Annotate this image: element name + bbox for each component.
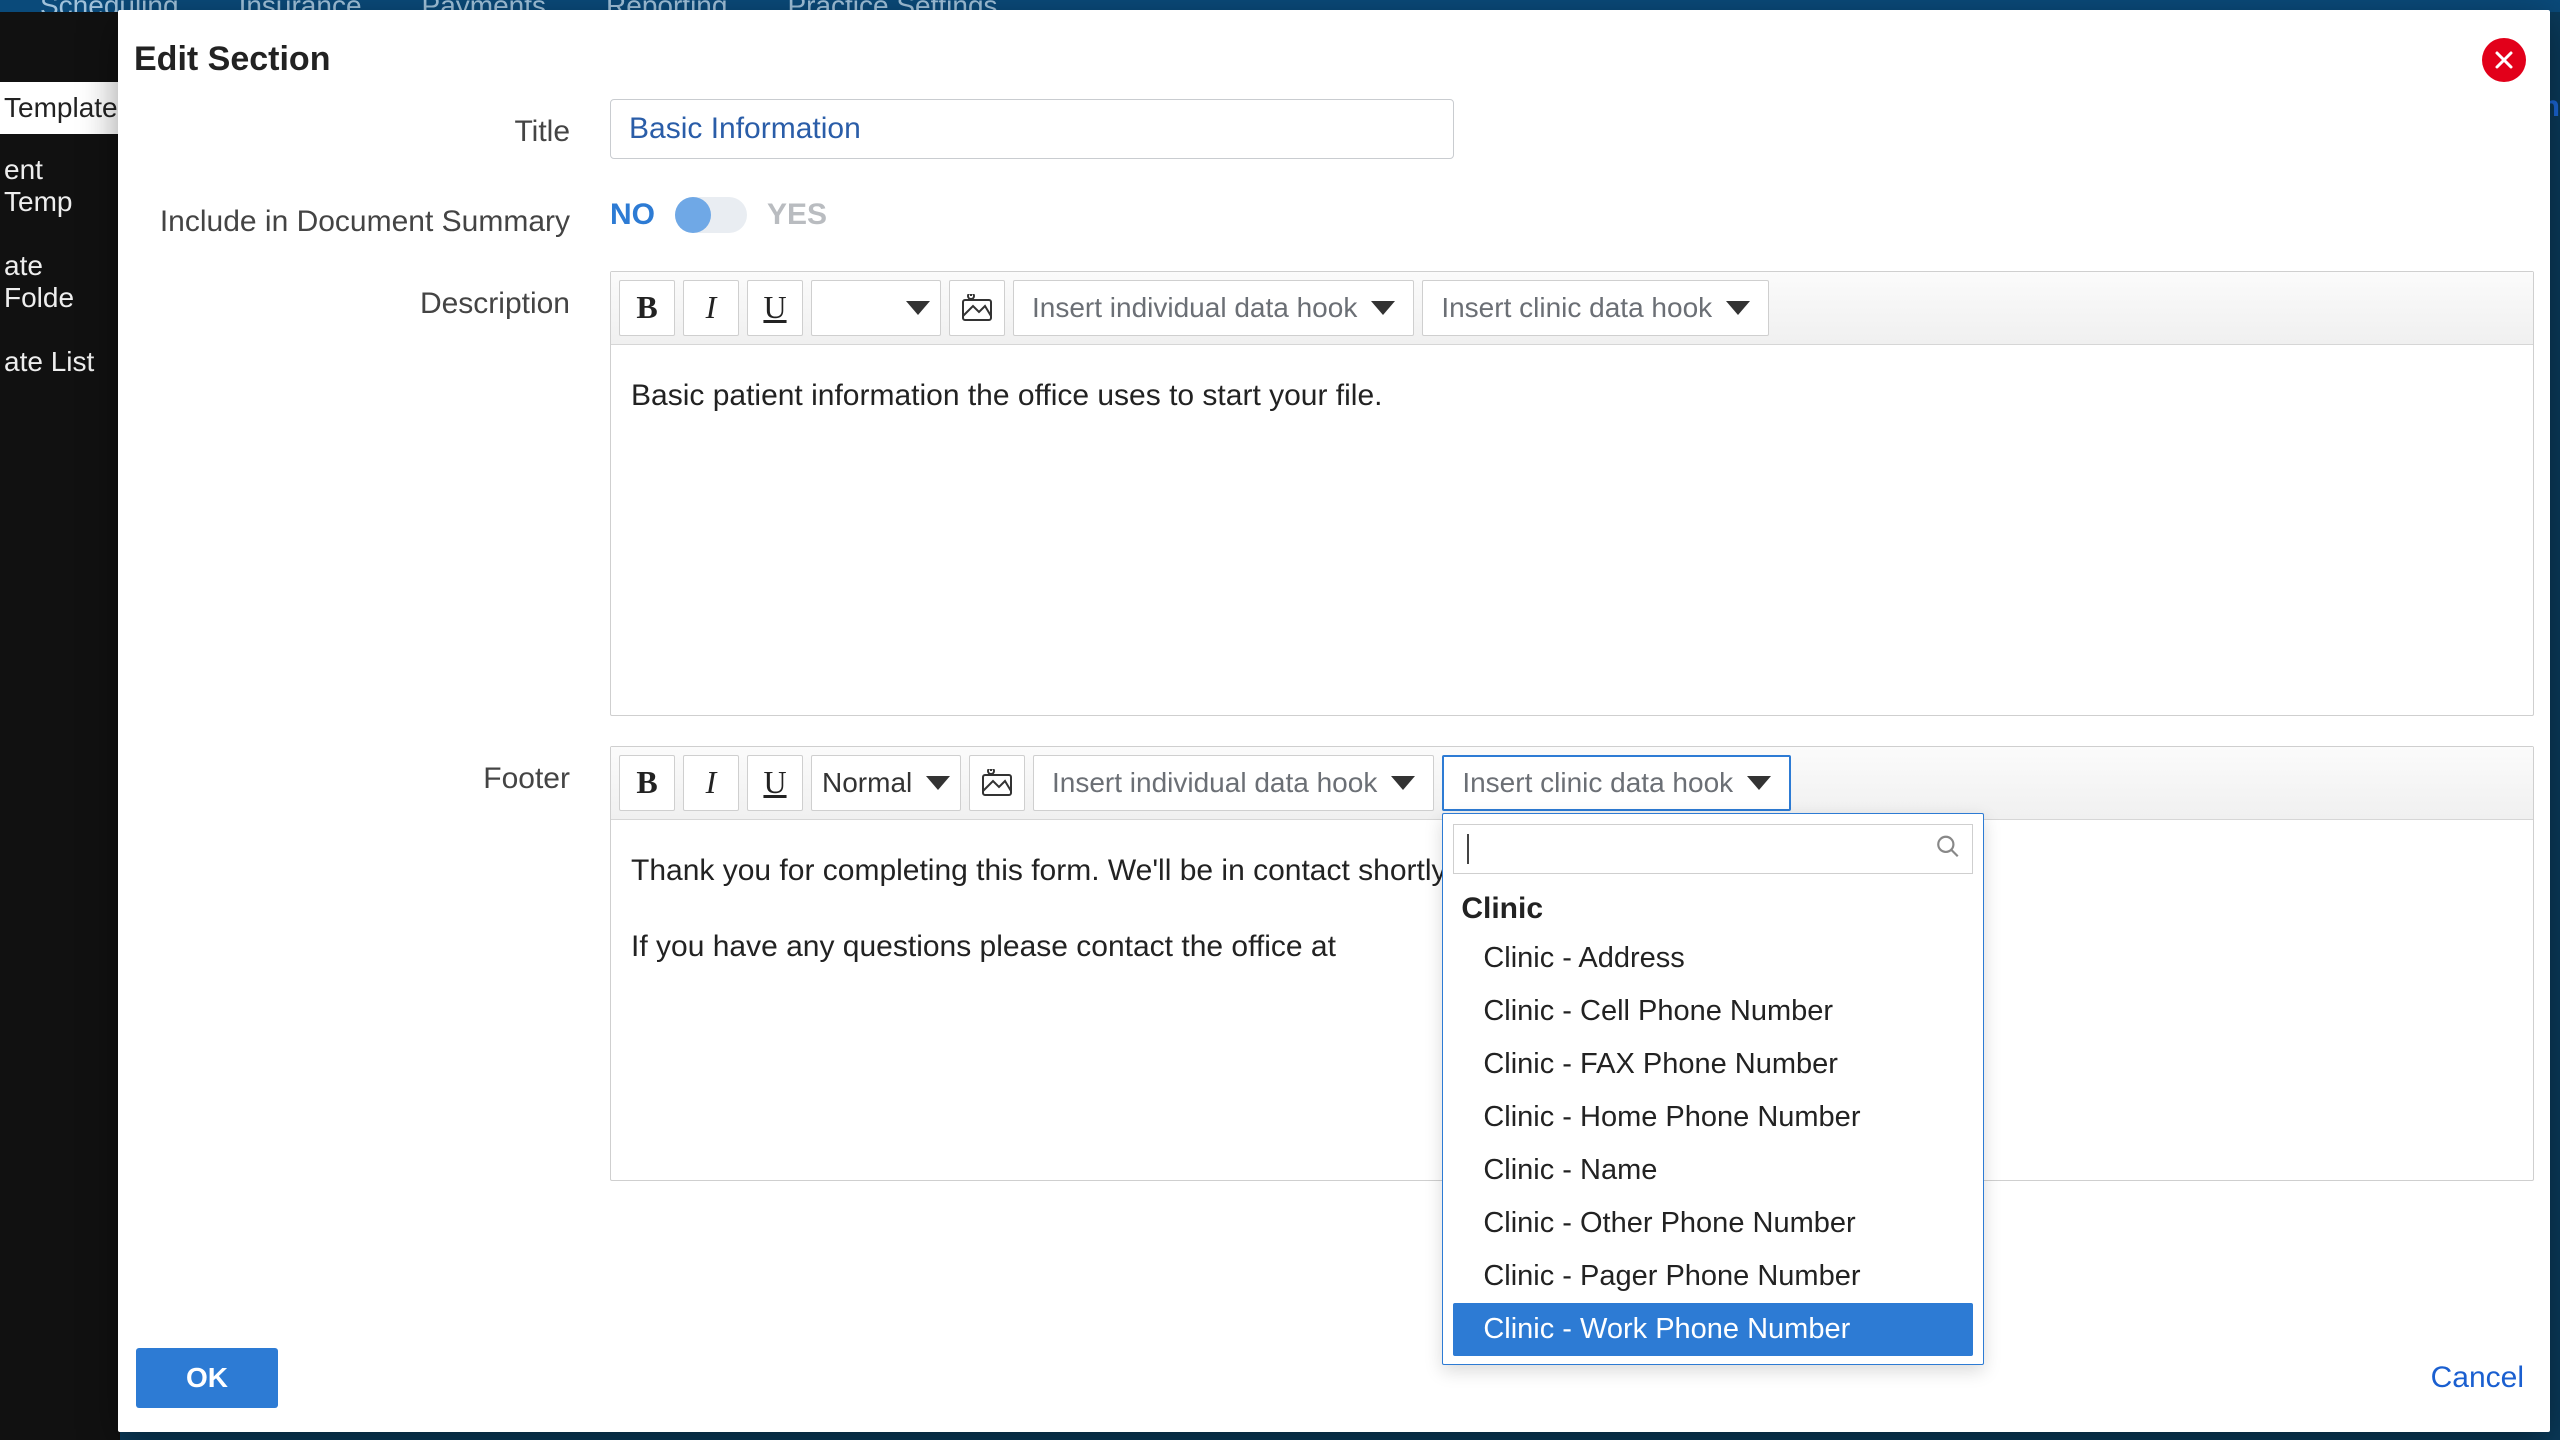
dropdown-search-input[interactable] [1453, 824, 1973, 874]
chevron-down-icon [1391, 776, 1415, 790]
dropdown-option[interactable]: Clinic - Home Phone Number [1453, 1091, 1973, 1144]
insert-image-button[interactable] [969, 755, 1025, 811]
chevron-down-icon [1726, 301, 1750, 315]
modal-title: Edit Section [118, 10, 2550, 99]
format-dropdown[interactable]: Normal [811, 755, 961, 811]
dropdown-option[interactable]: Clinic - Address [1453, 932, 1973, 985]
sidebar-item: ate List [0, 330, 120, 394]
chevron-down-icon [1371, 301, 1395, 315]
background-sidebar: Templates ent Temp ate Folde ate List [0, 12, 120, 1440]
italic-button[interactable]: I [683, 755, 739, 811]
cancel-button[interactable]: Cancel [2431, 1361, 2524, 1395]
description-toolbar: B I U Insert individual data hook Insert [611, 272, 2533, 345]
individual-hook-dropdown[interactable]: Insert individual data hook [1033, 755, 1434, 811]
clinic-hook-dropdown[interactable]: Insert clinic data hook [1442, 755, 1791, 811]
include-toggle[interactable] [675, 197, 747, 233]
dropdown-option[interactable]: Clinic - Work Phone Number [1453, 1303, 1973, 1356]
description-editor: B I U Insert individual data hook Insert [610, 271, 2534, 716]
dropdown-option[interactable]: Clinic - FAX Phone Number [1453, 1038, 1973, 1091]
hook-label: Insert individual data hook [1052, 767, 1377, 799]
individual-hook-dropdown[interactable]: Insert individual data hook [1013, 280, 1414, 336]
footer-toolbar: B I U Normal Insert individual data hook [611, 747, 2533, 820]
format-dropdown[interactable] [811, 280, 941, 336]
image-icon [981, 769, 1013, 797]
modal-footer: OK Cancel [118, 1330, 2550, 1432]
hook-label: Insert clinic data hook [1441, 292, 1712, 324]
footer-label: Footer [134, 746, 570, 798]
ok-button[interactable]: OK [136, 1348, 278, 1408]
format-label: Normal [822, 767, 912, 799]
hook-label: Insert clinic data hook [1462, 767, 1733, 799]
clinic-hook-dropdown[interactable]: Insert clinic data hook [1422, 280, 1769, 336]
toggle-yes-label: YES [767, 198, 827, 232]
sidebar-item: ent Temp [0, 138, 120, 234]
dropdown-group: Clinic [1453, 882, 1973, 932]
dropdown-option[interactable]: Clinic - Cell Phone Number [1453, 985, 1973, 1038]
dropdown-search [1453, 824, 1973, 874]
underline-button[interactable]: U [747, 280, 803, 336]
underline-button[interactable]: U [747, 755, 803, 811]
clinic-hook-menu: Clinic Clinic - AddressClinic - Cell Pho… [1442, 813, 1984, 1365]
title-input[interactable] [610, 99, 1454, 159]
hook-label: Insert individual data hook [1032, 292, 1357, 324]
title-label: Title [134, 99, 570, 151]
dropdown-option[interactable]: Clinic - Other Phone Number [1453, 1197, 1973, 1250]
insert-image-button[interactable] [949, 280, 1005, 336]
description-label: Description [134, 271, 570, 323]
sidebar-active-tab: Templates [0, 82, 120, 134]
chevron-down-icon [1747, 776, 1771, 790]
dropdown-option[interactable]: Clinic - Name [1453, 1144, 1973, 1197]
image-icon [961, 294, 993, 322]
bold-button[interactable]: B [619, 755, 675, 811]
italic-button[interactable]: I [683, 280, 739, 336]
sidebar-item: ate Folde [0, 234, 120, 330]
search-icon [1935, 833, 1961, 864]
chevron-down-icon [906, 301, 930, 315]
dropdown-option[interactable]: Clinic - Pager Phone Number [1453, 1250, 1973, 1303]
toggle-no-label: NO [610, 198, 655, 232]
close-icon [2492, 48, 2516, 72]
bold-button[interactable]: B [619, 280, 675, 336]
close-button[interactable] [2482, 38, 2526, 82]
description-content[interactable]: Basic patient information the office use… [611, 345, 2533, 715]
chevron-down-icon [926, 776, 950, 790]
include-label: Include in Document Summary [134, 189, 570, 241]
edit-section-modal: Edit Section Title Include in Document S… [118, 10, 2550, 1432]
